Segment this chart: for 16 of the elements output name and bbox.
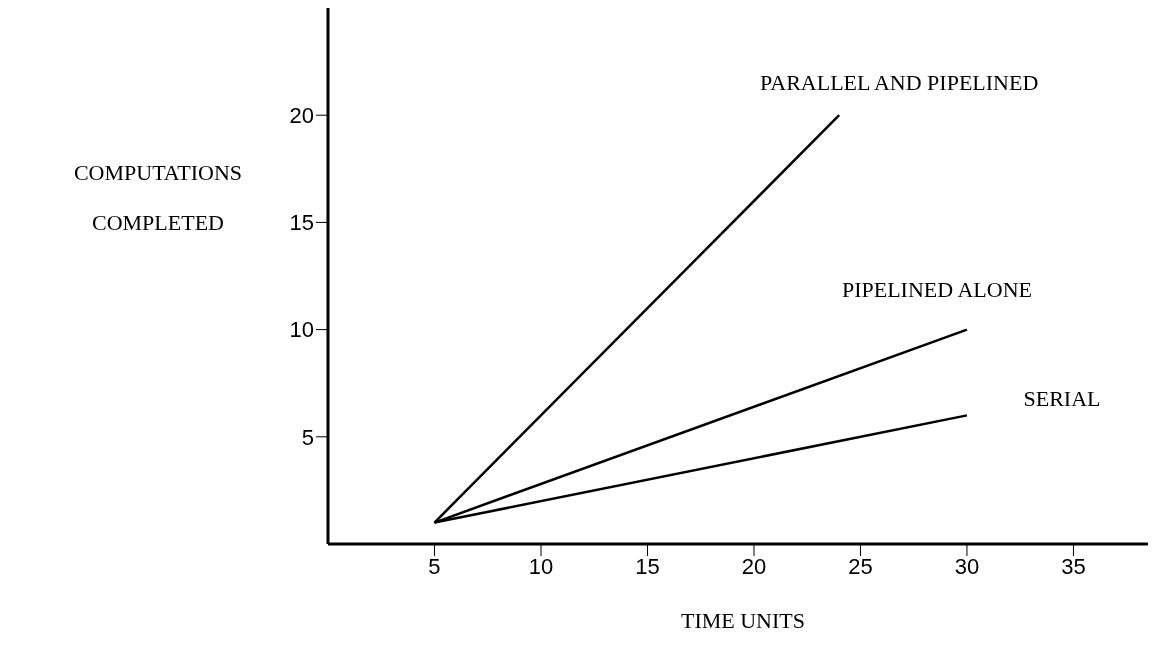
x-tick-label: 10: [528, 553, 554, 579]
x-tick-label: 25: [848, 553, 873, 579]
text: PIPELINED ALONE: [841, 276, 1032, 302]
text: SERIAL: [1023, 386, 1101, 412]
y-tick-label: 15: [289, 210, 314, 236]
x-tick-label: 20: [741, 553, 767, 579]
y-tick-label: 10: [289, 317, 314, 343]
x-tick-label: 5: [428, 553, 441, 579]
x-tick-label: 30: [954, 553, 980, 579]
x-tick-label: 15: [635, 553, 660, 579]
x-tick-label: 35: [1061, 553, 1086, 579]
y-axis-title: COMPUTATIONS COMPLETED: [72, 159, 244, 237]
x-axis-title: TIME UNITS: [679, 608, 806, 634]
text: PARALLEL AND PIPELINED: [760, 70, 1039, 96]
y-tick-label: 20: [289, 103, 314, 129]
y-tick-label: 5: [301, 424, 314, 450]
